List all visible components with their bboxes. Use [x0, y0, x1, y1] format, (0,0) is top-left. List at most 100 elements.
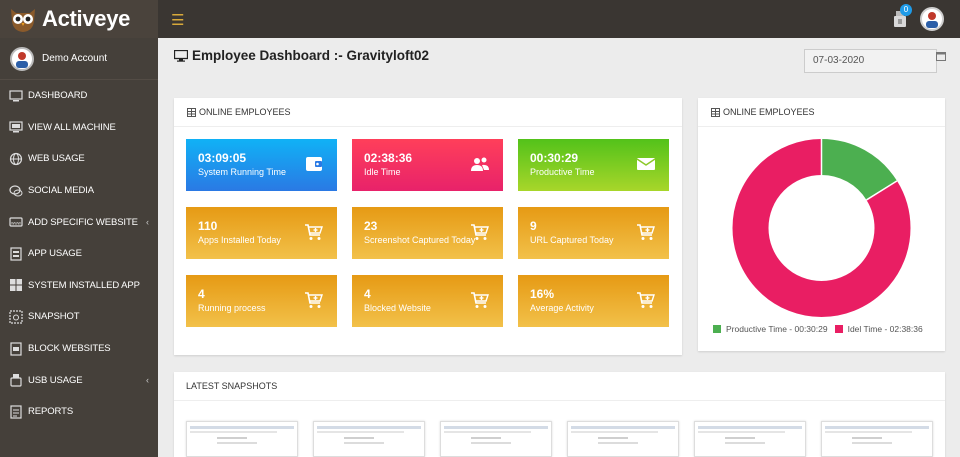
block-icon [10, 341, 22, 356]
sidebar-item-label: SOCIAL MEDIA [28, 185, 95, 197]
stats-panel-header: ONLINE EMPLOYEES [174, 98, 682, 127]
sidebar-item-system-installed-app[interactable]: SYSTEM INSTALLED APP [0, 270, 158, 302]
legend-swatch-productive [713, 325, 721, 333]
donut-chart [732, 139, 911, 317]
snapshots-panel-title: LATEST SNAPSHOTS [186, 381, 278, 391]
sidebar-item-label: SYSTEM INSTALLED APP [28, 279, 140, 291]
sidebar-item-reports[interactable]: REPORTS [0, 396, 158, 428]
stat-label: Blocked Website [364, 303, 431, 313]
sidebar-item-label: REPORTS [28, 406, 74, 418]
stat-tile-apps-installed-today[interactable]: 110 Apps Installed Today [186, 207, 337, 259]
sidebar-item-dashboard[interactable]: DASHBOARD [0, 80, 158, 112]
sidebar-item-view-all-machine[interactable]: VIEW ALL MACHINE [0, 112, 158, 144]
avatar-icon [16, 51, 28, 68]
cart-icon [305, 292, 323, 308]
calendar-icon[interactable] [936, 51, 946, 61]
svg-text:www: www [11, 221, 21, 226]
sidebar-item-label: BLOCK WEBSITES [28, 343, 111, 355]
stat-value: 110 [198, 219, 218, 233]
stat-label: System Running Time [198, 167, 287, 177]
stat-value: 03:09:05 [198, 151, 247, 165]
sidebar-item-snapshot[interactable]: SNAPSHOT [0, 301, 158, 333]
users-icon [471, 157, 489, 171]
chat-icon [9, 184, 23, 197]
stat-value: 16% [530, 287, 555, 301]
stat-tile-screenshot-captured-today[interactable]: 23 Screenshot Captured Today [352, 207, 503, 259]
stat-label: Screenshot Captured Today [364, 235, 476, 245]
brand-logo[interactable]: Activeye [0, 0, 158, 38]
sidebar-item-label: VIEW ALL MACHINE [28, 121, 116, 133]
stat-label: Apps Installed Today [198, 235, 281, 245]
machine-icon [9, 121, 23, 133]
cart-icon [305, 224, 323, 240]
stat-tile-system-running-time[interactable]: 03:09:05 System Running Time [186, 139, 337, 191]
www-icon: www [9, 217, 23, 227]
snapshot-thumbnail[interactable] [186, 421, 298, 457]
cart-icon [637, 292, 655, 308]
user-avatar[interactable] [920, 7, 944, 31]
stats-panel: ONLINE EMPLOYEES 03:09:05 System Running … [174, 98, 682, 355]
usb-icon [10, 374, 22, 387]
stat-label: Average Activity [530, 303, 594, 313]
stat-value: 4 [364, 287, 371, 301]
stat-value: 02:38:36 [364, 151, 413, 165]
cart-icon [471, 292, 489, 308]
table-icon [187, 107, 196, 117]
snapshots-panel-header: LATEST SNAPSHOTS [174, 372, 945, 401]
sidebar-item-social-media[interactable]: SOCIAL MEDIA [0, 175, 158, 207]
page-title-text: Employee Dashboard :- Gravityloft02 [192, 48, 430, 63]
monitor-icon [9, 90, 23, 102]
stat-tile-blocked-website[interactable]: 4 Blocked Website [352, 275, 503, 327]
sidebar-item-web-usage[interactable]: WEB USAGE [0, 143, 158, 175]
stat-tile-running-process[interactable]: 4 Running process [186, 275, 337, 327]
chart-panel: ONLINE EMPLOYEES Productive Time - 00:30… [698, 98, 945, 351]
cart-icon [637, 224, 655, 240]
sidebar-item-label: ADD SPECIFIC WEBSITE [28, 216, 138, 228]
owl-logo-icon [11, 9, 35, 32]
legend-swatch-idle [834, 325, 843, 333]
sidebar-item-label: APP USAGE [28, 248, 82, 260]
app-icon [10, 247, 22, 261]
stat-tile-productive-time[interactable]: 00:30:29 Productive Time [518, 139, 669, 191]
stat-tile-average-activity[interactable]: 16% Average Activity [518, 275, 669, 327]
sidebar-item-app-usage[interactable]: APP USAGE [0, 238, 158, 270]
menu-toggle-icon[interactable]: ☰ [171, 12, 185, 29]
sidebar-item-add-specific-website[interactable]: www ADD SPECIFIC WEBSITE ‹ [0, 206, 158, 238]
account-section[interactable]: Demo Account [0, 38, 158, 80]
notification-badge: 0 [900, 4, 912, 16]
sidebar-item-label: SNAPSHOT [28, 311, 80, 323]
top-bar: Activeye ☰ 0 [0, 0, 960, 38]
legend-label-idle[interactable]: Idel Time - 02:38:36 [847, 324, 923, 334]
cart-icon [471, 224, 489, 240]
chevron-left-icon[interactable]: ‹ [146, 375, 149, 386]
sidebar-item-block-websites[interactable]: BLOCK WEBSITES [0, 333, 158, 365]
account-name: Demo Account [42, 53, 108, 64]
stat-tile-url-captured-today[interactable]: 9 URL Captured Today [518, 207, 669, 259]
monitor-icon [174, 49, 188, 62]
wallet-icon [306, 157, 322, 171]
date-input[interactable]: 07-03-2020 [804, 49, 937, 73]
snapshot-thumbnail[interactable] [313, 421, 425, 457]
sidebar-item-label: USB USAGE [28, 374, 83, 386]
stat-label: Productive Time [530, 167, 595, 177]
snapshot-thumbnail[interactable] [694, 421, 806, 457]
snapshot-thumbnail[interactable] [567, 421, 679, 457]
account-avatar [10, 46, 34, 71]
slice-separator [866, 180, 898, 201]
usb-notification-icon[interactable] [893, 10, 907, 28]
snapshot-thumbnail[interactable] [440, 421, 552, 457]
page-title: Employee Dashboard :- Gravityloft02 [174, 48, 429, 63]
camera-icon [9, 310, 23, 324]
legend-label-productive[interactable]: Productive Time - 00:30:29 [726, 324, 828, 334]
stat-label: URL Captured Today [530, 235, 614, 245]
table-icon [711, 107, 720, 117]
sidebar-item-usb-usage[interactable]: USB USAGE ‹ [0, 364, 158, 396]
snapshot-thumbnail[interactable] [821, 421, 933, 457]
stat-tile-idle-time[interactable]: 02:38:36 Idle Time [352, 139, 503, 191]
sidebar-nav: DASHBOARD VIEW ALL MACHINE WEB USAGE SOCIAL… [0, 80, 158, 428]
stat-value: 9 [530, 219, 537, 233]
chart-legend: Productive Time - 00:30:29 Idel Time - 0… [713, 324, 923, 334]
chevron-left-icon[interactable]: ‹ [146, 217, 149, 228]
stat-label: Running process [198, 303, 266, 313]
stat-label: Idle Time [364, 167, 401, 177]
